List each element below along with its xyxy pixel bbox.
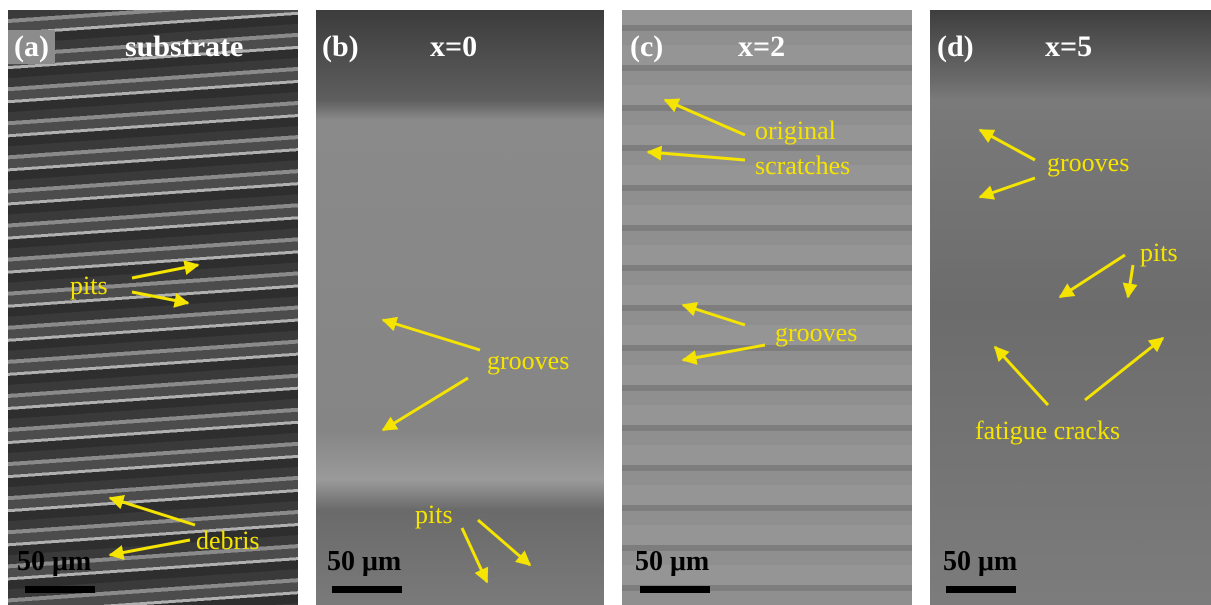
arrow	[648, 152, 745, 160]
arrow	[132, 265, 198, 278]
annotation: debris	[196, 528, 260, 554]
scale-bar	[640, 586, 710, 593]
annotation: pits	[70, 273, 108, 299]
arrow	[383, 320, 480, 350]
arrow	[478, 520, 530, 565]
panel-title: x=5	[1045, 32, 1092, 62]
arrow	[110, 540, 190, 555]
scale-bar	[946, 586, 1016, 593]
arrow	[132, 292, 188, 303]
arrow	[383, 378, 468, 430]
arrow	[980, 130, 1035, 160]
arrow	[683, 345, 765, 360]
arrow	[683, 305, 745, 325]
scale-bar	[332, 586, 402, 593]
panel-title: substrate	[125, 32, 243, 62]
annotation: original scratches	[755, 113, 865, 183]
arrow	[980, 178, 1035, 197]
scale-label: 50 μm	[17, 548, 91, 576]
annotation: grooves	[775, 320, 857, 346]
scale-label: 50 μm	[943, 548, 1017, 576]
arrow	[1128, 265, 1133, 297]
annotation: pits	[415, 502, 453, 528]
panel-title: x=2	[738, 32, 785, 62]
panel-label: (d)	[937, 32, 974, 62]
arrow	[462, 528, 487, 582]
scale-bar	[25, 586, 95, 593]
annotation: pits	[1140, 240, 1178, 266]
panel-label: (a)	[8, 30, 55, 64]
annotation: grooves	[1047, 150, 1129, 176]
arrow	[665, 100, 745, 135]
arrow	[110, 498, 195, 525]
annotation: grooves	[487, 348, 569, 374]
scale-label: 50 μm	[327, 548, 401, 576]
arrows	[0, 0, 1211, 605]
figure: (a) substrate pits debris 50 μm (b) x=0 …	[0, 0, 1211, 605]
arrow	[1085, 338, 1163, 400]
scale-label: 50 μm	[635, 548, 709, 576]
arrow	[1060, 255, 1125, 297]
panel-label: (c)	[630, 32, 663, 62]
panel-label: (b)	[322, 32, 359, 62]
annotation: fatigue cracks	[975, 418, 1120, 444]
arrow	[995, 347, 1048, 405]
panel-title: x=0	[430, 32, 477, 62]
